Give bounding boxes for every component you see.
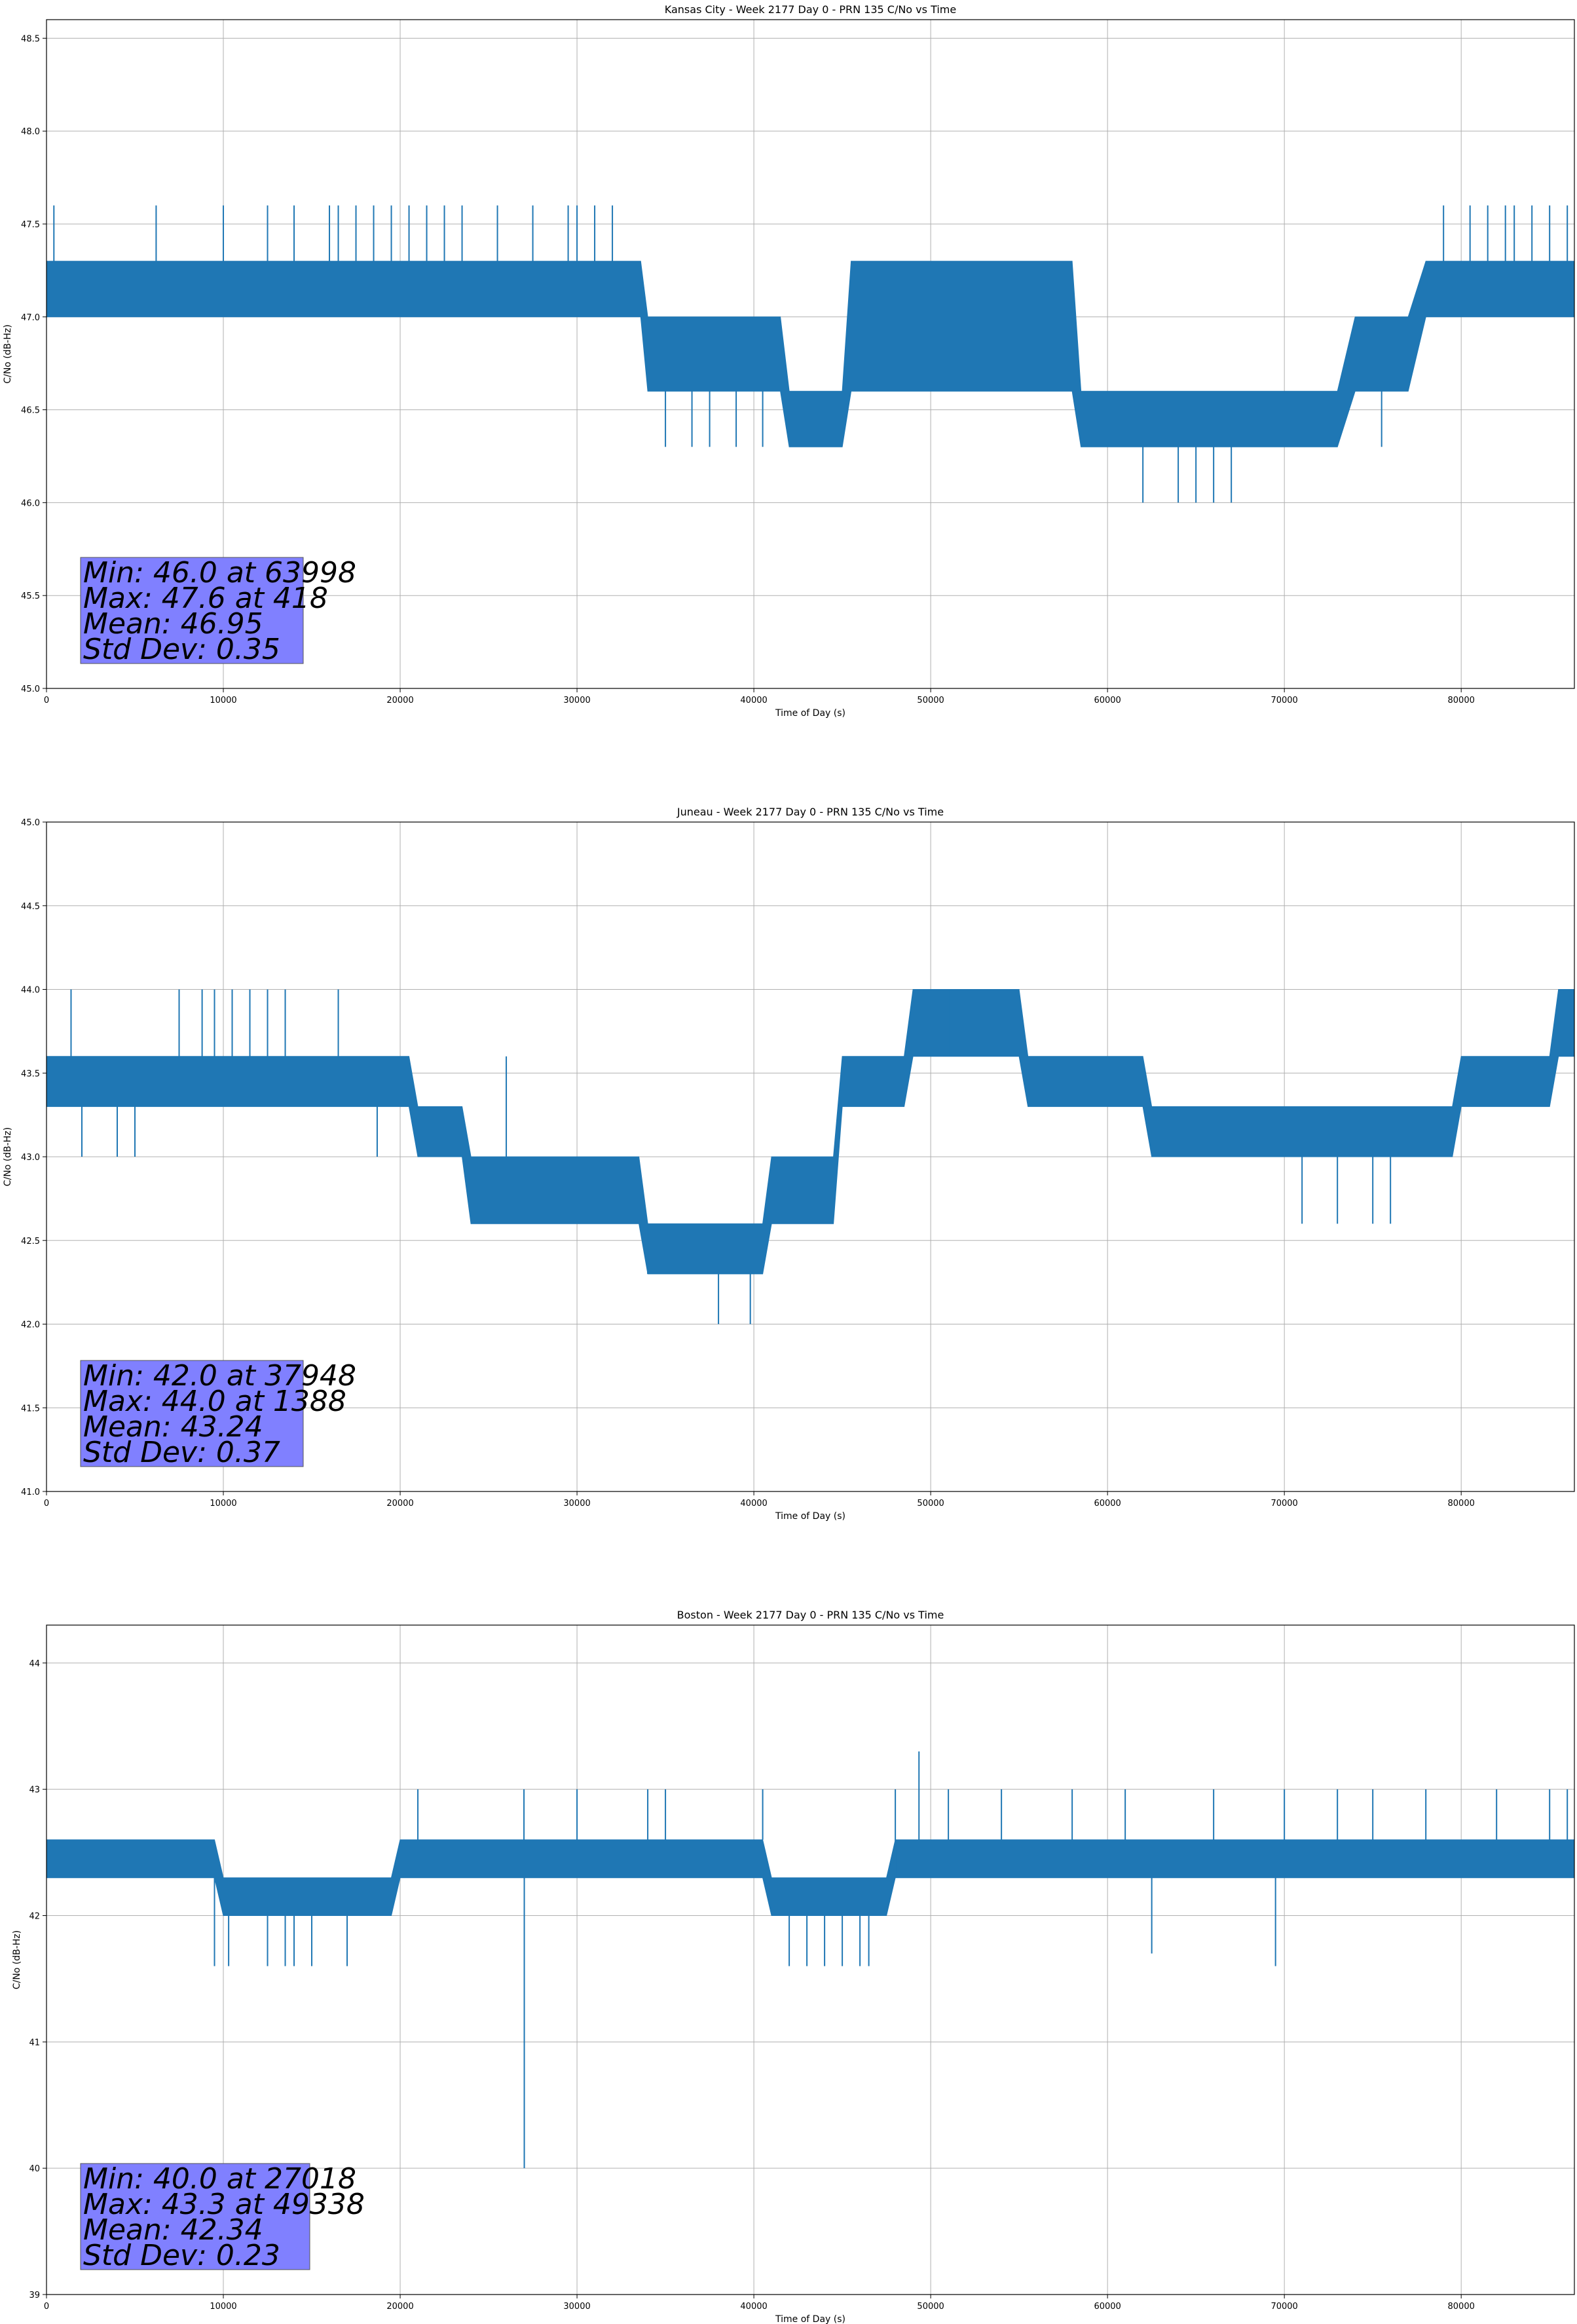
x-axis-label: Time of Day (s): [775, 1511, 845, 1522]
x-tick-label: 30000: [563, 696, 590, 705]
chart-title: Kansas City - Week 2177 Day 0 - PRN 135 …: [665, 3, 956, 16]
x-tick-label: 80000: [1448, 1499, 1475, 1509]
subplot-0: Kansas City - Week 2177 Day 0 - PRN 135 …: [3, 3, 1575, 719]
stats-line: Min: 42.0 at 37948: [83, 1359, 356, 1393]
y-axis-label: C/No (dB-Hz): [3, 324, 13, 383]
stats-line: Max: 43.3 at 49338: [83, 2188, 365, 2221]
x-tick-label: 40000: [740, 696, 767, 705]
x-tick-label: 70000: [1271, 696, 1297, 705]
x-axis-label: Time of Day (s): [775, 2314, 845, 2324]
chart-title: Boston - Week 2177 Day 0 - PRN 135 C/No …: [677, 1609, 944, 1621]
x-tick-label: 10000: [210, 2302, 236, 2312]
axes-frame: [46, 1624, 1575, 2295]
x-tick-label: 70000: [1271, 1499, 1297, 1509]
x-tick-label: 40000: [740, 2302, 767, 2312]
stats-line: Mean: 42.34: [83, 2213, 263, 2247]
y-tick-label: 43.5: [21, 1069, 40, 1079]
x-tick-label: 50000: [917, 2302, 944, 2312]
stats-box: [80, 1360, 304, 1467]
y-tick-label: 41: [29, 2038, 40, 2048]
y-axis-label: C/No (dB-Hz): [12, 1930, 22, 1989]
axes-frame: [46, 19, 1575, 689]
stats-box: [80, 557, 304, 664]
stats-line: Max: 47.6 at 418: [83, 582, 328, 615]
x-tick-label: 60000: [1094, 696, 1121, 705]
chart-title: Juneau - Week 2177 Day 0 - PRN 135 C/No …: [677, 806, 944, 818]
stats-line: Max: 44.0 at 1388: [83, 1385, 346, 1418]
y-tick-label: 42.0: [21, 1321, 40, 1330]
y-tick-label: 44.0: [21, 986, 40, 996]
x-tick-label: 80000: [1448, 696, 1475, 705]
y-tick-label: 39: [29, 2291, 40, 2300]
x-tick-label: 60000: [1094, 1499, 1121, 1509]
y-tick-label: 40: [29, 2164, 40, 2174]
y-tick-label: 41.5: [21, 1404, 40, 1414]
y-tick-label: 48.0: [21, 127, 40, 137]
stats-box: [80, 2163, 310, 2270]
y-tick-label: 41.0: [21, 1488, 40, 1497]
y-tick-label: 42.5: [21, 1237, 40, 1246]
x-tick-label: 70000: [1271, 2302, 1297, 2312]
x-tick-label: 0: [44, 2302, 49, 2312]
stats-line: Mean: 43.24: [83, 1410, 263, 1444]
x-tick-label: 20000: [386, 696, 413, 705]
subplot-2: Boston - Week 2177 Day 0 - PRN 135 C/No …: [12, 1609, 1575, 2324]
stats-line: Mean: 46.95: [83, 607, 263, 641]
y-tick-label: 48.5: [21, 34, 40, 44]
x-tick-label: 60000: [1094, 2302, 1121, 2312]
x-tick-label: 30000: [563, 2302, 590, 2312]
x-tick-label: 50000: [917, 1499, 944, 1509]
y-tick-label: 42: [29, 1912, 40, 1922]
subplot-1: Juneau - Week 2177 Day 0 - PRN 135 C/No …: [3, 806, 1575, 1522]
stats-line: Min: 46.0 at 63998: [83, 556, 356, 590]
x-tick-label: 30000: [563, 1499, 590, 1509]
stats-line: Std Dev: 0.23: [83, 2239, 280, 2272]
x-tick-label: 40000: [740, 1499, 767, 1509]
y-tick-label: 44: [29, 1659, 40, 1669]
y-tick-label: 43.0: [21, 1153, 40, 1163]
y-tick-label: 44.5: [21, 902, 40, 912]
y-tick-label: 47.5: [21, 220, 40, 230]
x-tick-label: 50000: [917, 696, 944, 705]
y-tick-label: 45.0: [21, 818, 40, 828]
x-axis-label: Time of Day (s): [775, 708, 845, 719]
cno-trace-band: [46, 261, 1575, 447]
y-tick-label: 45.0: [21, 684, 40, 694]
x-tick-label: 10000: [210, 696, 236, 705]
stats-line: Std Dev: 0.37: [83, 1436, 280, 1469]
x-tick-label: 20000: [386, 1499, 413, 1509]
x-tick-label: 10000: [210, 1499, 236, 1509]
y-tick-label: 43: [29, 1786, 40, 1795]
y-tick-label: 46.5: [21, 406, 40, 416]
y-tick-label: 46.0: [21, 498, 40, 508]
cno-trace-band: [46, 989, 1575, 1275]
x-tick-label: 80000: [1448, 2302, 1475, 2312]
x-tick-label: 0: [44, 1499, 49, 1509]
y-tick-label: 45.5: [21, 591, 40, 601]
y-tick-label: 47.0: [21, 313, 40, 323]
x-tick-label: 20000: [386, 2302, 413, 2312]
y-axis-label: C/No (dB-Hz): [3, 1127, 13, 1186]
x-tick-label: 0: [44, 696, 49, 705]
stats-line: Std Dev: 0.35: [83, 633, 280, 666]
stats-line: Min: 40.0 at 27018: [83, 2162, 356, 2196]
cno-trace-band: [46, 1839, 1575, 1916]
